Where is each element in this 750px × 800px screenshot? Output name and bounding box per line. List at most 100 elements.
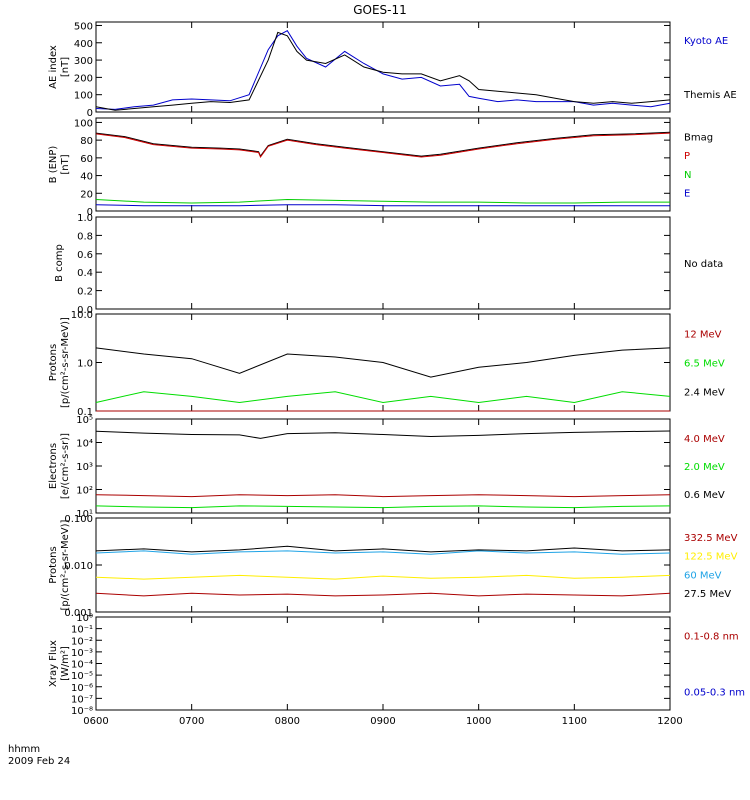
series-line-0-6-mev <box>95 430 671 439</box>
legend-0-6-mev: 0.6 MeV <box>684 490 725 501</box>
y-tick-label: 0.8 <box>77 231 93 242</box>
legend-332-5-mev: 332.5 MeV <box>684 533 738 544</box>
series-line-122-5-mev <box>95 574 671 580</box>
y-axis-label: [p/(cm²-s-sr-MeV)] <box>60 317 71 408</box>
panel-7: 10⁻⁸10⁻⁷10⁻⁶10⁻⁵10⁻⁴10⁻³10⁻²10⁻¹10⁰ 0600 0… <box>48 613 745 727</box>
legend-12-mev: 12 MeV <box>684 329 722 340</box>
y-tick-label: 10⁴ <box>76 439 93 450</box>
y-tick-label: 10³ <box>76 462 93 473</box>
series-line-kyoto-ae <box>95 30 671 110</box>
x-caption-date: 2009 Feb 24 <box>8 756 70 767</box>
series-line-bmag <box>95 131 671 158</box>
y-axis-label: AE index <box>48 45 59 89</box>
x-tick-label: 0600 <box>83 716 108 727</box>
panel-note: No data <box>684 259 723 270</box>
panel-1: 0 100 200 300 400 500 AE index [nT] Kyoto AE Them… <box>48 21 737 119</box>
legend-2-0-mev: 2.0 MeV <box>684 462 725 473</box>
series-line-6-5-mev <box>95 391 671 404</box>
series-line-27-5-mev <box>95 545 671 553</box>
x-tick-label: 0800 <box>275 716 300 727</box>
y-tick-label: 100 <box>74 91 93 102</box>
x-tick-label: 1100 <box>562 716 587 727</box>
legend-6-5-mev: 6.5 MeV <box>684 359 725 370</box>
y-tick-label: 0.001 <box>64 608 93 619</box>
figure-title: GOES-11 <box>353 3 407 17</box>
y-tick-label: 100 <box>74 118 93 129</box>
y-tick-label: 80 <box>80 136 93 147</box>
y-tick-label: 10⁻⁸ <box>71 706 93 717</box>
y-axis-label: Protons <box>48 546 59 583</box>
y-tick-label: 1.0 <box>77 359 93 370</box>
x-tick-label: 0700 <box>179 716 204 727</box>
legend-4-0-mev: 4.0 MeV <box>684 434 725 445</box>
y-axis-label: B comp <box>54 244 65 282</box>
y-tick-label: 10⁻⁵ <box>71 671 93 682</box>
y-tick-label: 0.010 <box>64 561 93 572</box>
y-tick-label: 0.4 <box>77 268 93 279</box>
y-axis-label: B (ENP) <box>48 146 59 184</box>
y-axis-label: Protons <box>48 344 59 381</box>
y-tick-label: 0.2 <box>77 287 93 298</box>
panel-3: 0.0 0.2 0.4 0.6 0.8 1.0 B comp No data <box>54 213 723 316</box>
y-axis-label: Xray Flux <box>48 640 59 687</box>
y-tick-label: 10⁻⁴ <box>71 660 93 671</box>
legend-bmag: Bmag <box>684 133 713 144</box>
y-tick-label: 10⁻⁶ <box>71 683 93 694</box>
y-tick-label: 1.0 <box>77 213 93 224</box>
legend-2-4-mev: 2.4 MeV <box>684 388 725 399</box>
y-tick-label: 400 <box>74 39 93 50</box>
y-tick-label: 10⁻² <box>71 636 93 647</box>
y-axis-label: [p/(cm²-s-sr-MeV)] <box>60 519 71 610</box>
y-tick-label: 10¹ <box>76 509 93 520</box>
series-line-4-0-mev <box>95 494 671 498</box>
series-line-n <box>95 198 670 204</box>
y-tick-label: 0.100 <box>64 514 93 525</box>
y-axis-label: [nT] <box>60 57 71 77</box>
y-tick-label: 10⁻³ <box>71 648 93 659</box>
y-tick-label: 10⁻¹ <box>71 625 93 636</box>
panel-frame <box>95 21 671 113</box>
panel-5: 10¹ 10² 10³ 10⁴ 10⁵ Electrons [e/(cm²-s-sr)] 4.… <box>48 415 725 520</box>
legend-0-1-0-8-nm: 0.1-0.8 nm <box>684 632 739 643</box>
legend-27-5-mev: 27.5 MeV <box>684 589 731 600</box>
panel-frame <box>95 117 671 212</box>
legend-kyoto-ae: Kyoto AE <box>684 36 728 47</box>
y-tick-label: 0.6 <box>77 250 93 261</box>
panel-frame <box>95 216 671 310</box>
x-tick-label: 1000 <box>466 716 491 727</box>
series-line-60-mev <box>95 550 671 555</box>
x-caption-label: hhmm <box>8 744 40 755</box>
panel-4: 0.1 1.0 10.0 Protons [p/(cm²-s-sr-MeV)] 12 Me… <box>48 310 725 418</box>
x-tick-label: 1200 <box>657 716 682 727</box>
y-tick-label: 10⁵ <box>76 415 93 426</box>
y-tick-label: 10⁻⁷ <box>71 694 93 705</box>
panel-frame <box>95 616 671 711</box>
legend-e: E <box>684 188 690 199</box>
series-line-e <box>95 204 670 207</box>
panel-2: 0 20 40 60 80 100 B (ENP) [nT] Bmag PNE <box>48 117 713 218</box>
panel-frame <box>95 517 671 613</box>
y-tick-label: 40 <box>80 172 93 183</box>
legend-themis-ae: Themis AE <box>683 90 737 101</box>
y-axis-label: [e/(cm²-s-sr)] <box>60 433 71 499</box>
y-tick-label: 0 <box>87 207 93 218</box>
series-line-2-4-mev <box>95 347 671 378</box>
series-line-themis-ae <box>95 31 671 111</box>
series-line-p <box>95 132 671 159</box>
y-tick-label: 0.1 <box>77 407 93 418</box>
y-axis-label: Electrons <box>48 443 59 489</box>
y-tick-label: 200 <box>74 73 93 84</box>
x-tick-label: 0900 <box>370 716 395 727</box>
y-tick-label: 10⁰ <box>76 613 93 624</box>
panel-6: 0.001 0.010 0.100 Protons [p/(cm²-s-sr-MeV)]… <box>48 514 738 619</box>
series-line-2-0-mev <box>95 505 671 509</box>
legend-n: N <box>684 170 691 181</box>
series-line-332-5-mev <box>95 592 671 597</box>
y-axis-label: [nT] <box>60 154 71 174</box>
y-tick-label: 60 <box>80 154 93 165</box>
y-tick-label: 0 <box>87 108 93 119</box>
legend-p: P <box>684 151 690 162</box>
legend-0-05-0-3-nm: 0.05-0.3 nm <box>684 687 745 698</box>
